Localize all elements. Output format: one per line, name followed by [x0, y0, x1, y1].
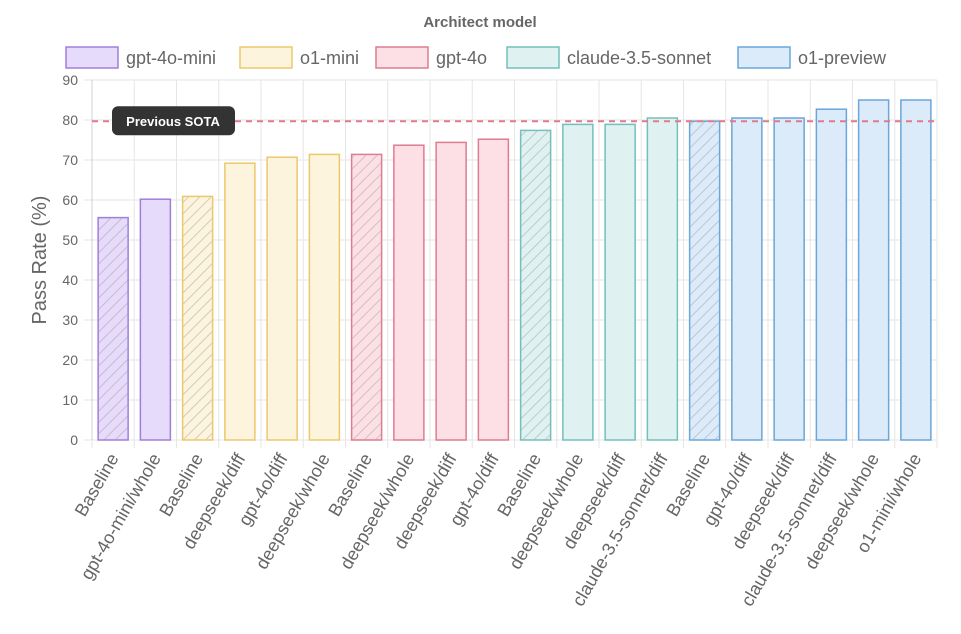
- bars: [97, 99, 932, 441]
- legend-swatch-o1-preview[interactable]: [737, 46, 791, 69]
- y-tick-label: 40: [62, 272, 78, 288]
- bar-hatch-baseline: [521, 131, 550, 440]
- bar-o1-preview-gpt-4o/diff[interactable]: [731, 117, 763, 441]
- legend-label-o1-mini[interactable]: o1-mini: [300, 48, 359, 68]
- bar-o1-mini-deepseek/diff[interactable]: [224, 162, 256, 441]
- bar-o1-mini-deepseek/whole[interactable]: [308, 153, 341, 441]
- sota-label-box: [112, 106, 235, 136]
- bar-gpt-4o-gpt-4o/diff[interactable]: [477, 138, 510, 441]
- legend-label-gpt-4o[interactable]: gpt-4o: [436, 48, 487, 68]
- y-tick-label: 50: [62, 232, 78, 248]
- bar-o1-preview-claude-3.5-sonnet/diff[interactable]: [815, 108, 848, 441]
- legend: gpt-4o-mini o1-mini gpt-4o claude-3.5-sonne…: [65, 46, 887, 69]
- sota-label: Previous SOTA: [126, 114, 220, 129]
- y-tick-label: 30: [62, 312, 78, 328]
- bar-o1-mini-gpt-4o/diff[interactable]: [266, 156, 298, 441]
- annotations: Previous SOTA: [92, 106, 937, 136]
- y-axis-ticks: 0 10 20 30 40 50 60 70 80 90: [62, 72, 78, 448]
- legend-label-o1-preview[interactable]: o1-preview: [798, 48, 887, 68]
- bar-o1-preview-o1-mini/whole[interactable]: [900, 99, 932, 441]
- bar-hatch-baseline: [690, 121, 719, 440]
- y-tick-label: 90: [62, 72, 78, 88]
- bar-gpt-4o-deepseek/diff[interactable]: [435, 141, 467, 441]
- legend-swatch-o1-mini[interactable]: [239, 46, 293, 69]
- bar-o1-preview-deepseek/diff[interactable]: [773, 117, 805, 441]
- bar-claude-3.5-sonnet-deepseek/diff[interactable]: [604, 123, 636, 441]
- x-axis-ticks: Baselinegpt-4o-mini/wholeBaselinedeepsee…: [71, 449, 926, 610]
- bar-claude-3.5-sonnet-claude-3.5-sonnet/diff[interactable]: [646, 117, 679, 441]
- bar-hatch-baseline: [98, 218, 128, 440]
- bar-hatch-baseline: [183, 197, 212, 440]
- legend-swatch-gpt-4o-mini[interactable]: [65, 46, 119, 69]
- legend-label-gpt-4o-mini[interactable]: gpt-4o-mini: [126, 48, 216, 68]
- y-tick-label: 10: [62, 392, 78, 408]
- bar-claude-3.5-sonnet-deepseek/whole[interactable]: [562, 123, 594, 441]
- y-tick-label: 60: [62, 192, 78, 208]
- legend-label-claude-3.5-sonnet[interactable]: claude-3.5-sonnet: [567, 48, 711, 68]
- bar-o1-preview-deepseek/whole[interactable]: [857, 99, 890, 441]
- legend-swatch-gpt-4o[interactable]: [375, 46, 429, 69]
- legend-swatch-claude-3.5-sonnet[interactable]: [506, 46, 560, 69]
- y-tick-label: 70: [62, 152, 78, 168]
- y-tick-label: 80: [62, 112, 78, 128]
- chart-title: Architect model: [423, 14, 536, 31]
- bar-hatch-baseline: [352, 155, 381, 440]
- y-tick-label: 20: [62, 352, 78, 368]
- y-tick-label: 0: [70, 432, 78, 448]
- bar-gpt-4o-mini-gpt-4o-mini/whole[interactable]: [139, 198, 172, 441]
- y-axis-label: Pass Rate (%): [29, 196, 51, 325]
- bar-gpt-4o-deepseek/whole[interactable]: [393, 144, 425, 441]
